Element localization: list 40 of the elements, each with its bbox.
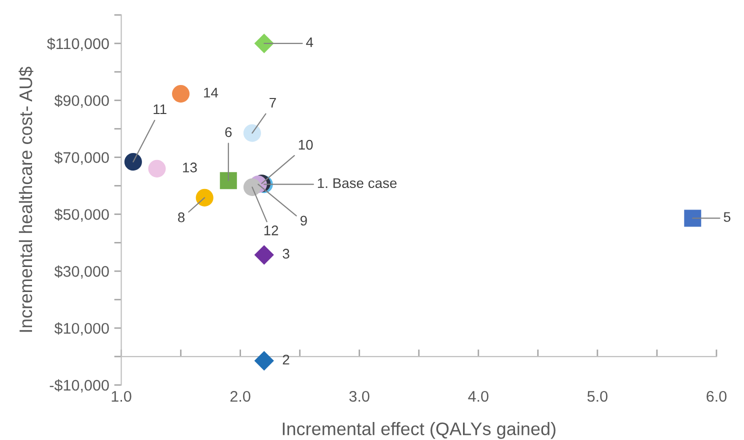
y-tick-label: -$10,000: [50, 379, 109, 392]
text: 10: [298, 140, 313, 150]
x-tick-label: 4.0: [468, 390, 488, 402]
point: [254, 350, 274, 371]
y-tick-label: $30,000: [54, 265, 109, 279]
text: 1. Base case: [318, 178, 397, 188]
point: [124, 153, 142, 171]
point: [172, 85, 190, 103]
y-tick-label: $10,000: [54, 322, 109, 336]
series-label: 5: [724, 212, 730, 222]
text: 6: [225, 127, 232, 138]
point: [254, 34, 274, 54]
x-tick-label: 3.0: [349, 390, 370, 402]
point: [254, 245, 274, 265]
series-label: 8: [178, 212, 185, 222]
point: [148, 160, 166, 178]
y-axis-title: Incremental healthcare cost- AU$: [18, 66, 34, 332]
point: [684, 210, 702, 227]
point: [243, 124, 261, 142]
y-tick-label: $70,000: [54, 152, 109, 165]
text: 4: [306, 37, 314, 48]
series-label: 13: [183, 162, 197, 172]
x-tick-label: 5.0: [587, 390, 608, 402]
x-axis-title: Incremental effect (QALYs gained): [282, 422, 556, 439]
point: [196, 188, 214, 206]
series-label: 3: [282, 248, 290, 259]
text: 11: [154, 104, 166, 114]
y-tick-label: $90,000: [54, 94, 109, 108]
y-tick-label: $110,000: [47, 38, 109, 51]
text: 12: [264, 226, 278, 236]
point: [243, 178, 261, 196]
series-label: 2: [282, 354, 290, 364]
x-tick-label: 6.0: [706, 390, 726, 402]
series-label: 7: [270, 98, 276, 108]
series-label: 14: [204, 88, 218, 98]
text: 9: [300, 216, 307, 226]
point: [220, 172, 237, 190]
y-tick-label: $50,000: [54, 208, 109, 222]
x-tick-label: 2.0: [230, 390, 250, 402]
x-tick-label: 1.0: [112, 390, 132, 402]
